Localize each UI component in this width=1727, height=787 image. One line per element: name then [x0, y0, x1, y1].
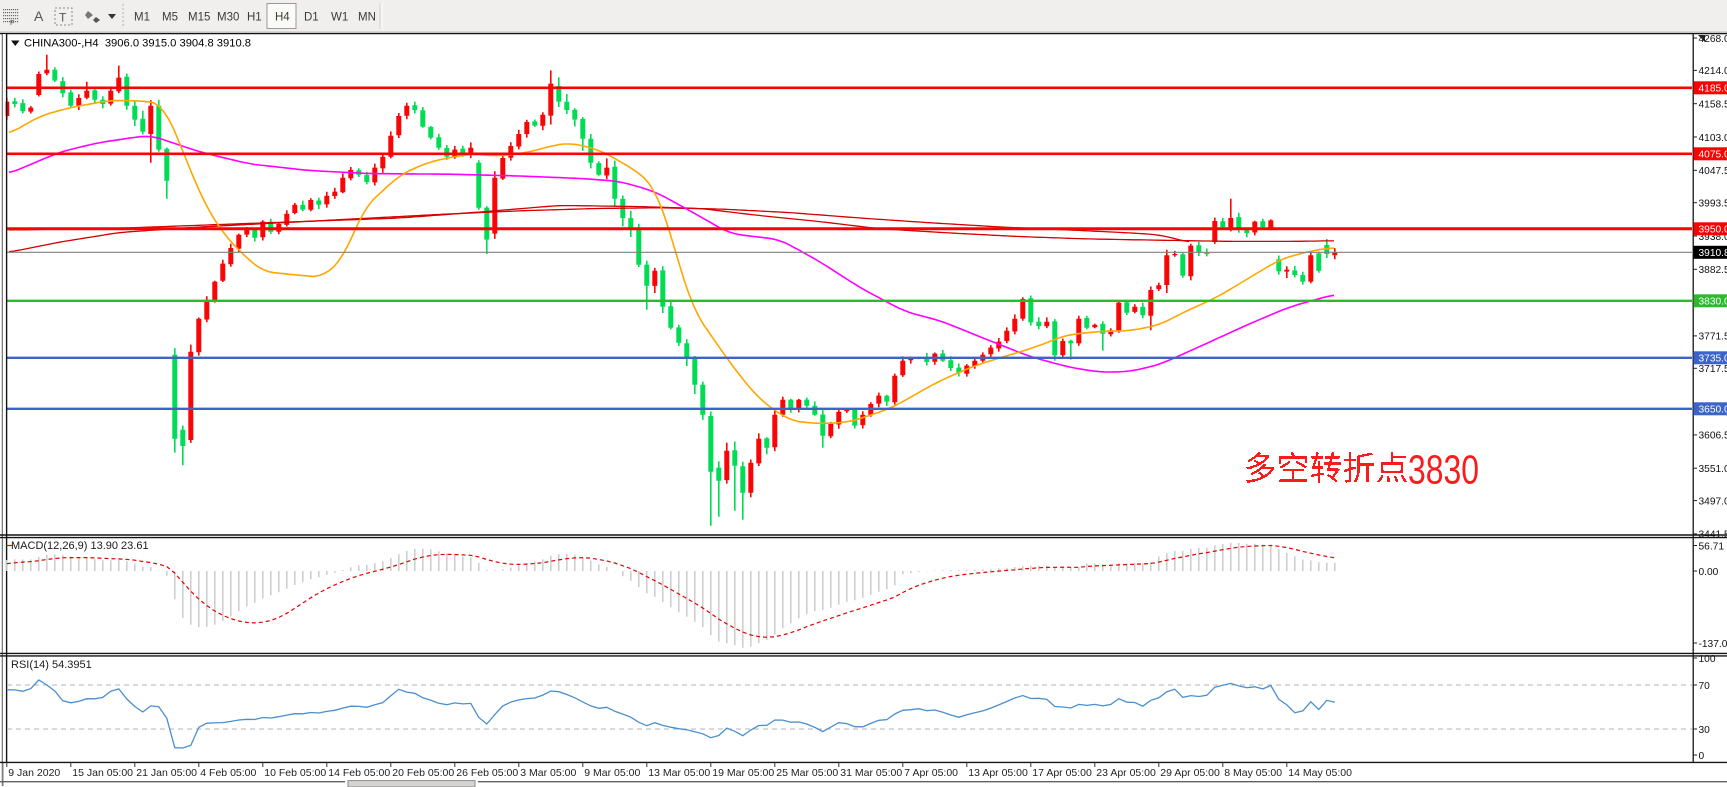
svg-text:13 Mar 05:00: 13 Mar 05:00 [648, 767, 710, 779]
svg-text:0.00: 0.00 [1699, 567, 1719, 578]
svg-text:F: F [10, 20, 14, 27]
svg-text:MACD(12,26,9) 13.90 23.61: MACD(12,26,9) 13.90 23.61 [11, 540, 149, 552]
svg-text:70: 70 [1699, 681, 1711, 692]
svg-text:9 Mar 05:00: 9 Mar 05:00 [584, 767, 640, 779]
svg-text:RSI(14) 54.3951: RSI(14) 54.3951 [11, 659, 92, 671]
svg-text:3830: 3830 [1408, 447, 1479, 493]
svg-text:3950.0: 3950.0 [1699, 225, 1727, 236]
svg-text:4103.0: 4103.0 [1699, 133, 1727, 144]
svg-text:56.71: 56.71 [1699, 541, 1725, 552]
svg-text:7 Apr 05:00: 7 Apr 05:00 [904, 767, 958, 779]
svg-text:25 Mar 05:00: 25 Mar 05:00 [776, 767, 838, 779]
svg-text:30: 30 [1699, 725, 1711, 736]
svg-text:3882.5: 3882.5 [1699, 265, 1727, 276]
svg-text:4075.0: 4075.0 [1699, 150, 1727, 161]
svg-text:3717.5: 3717.5 [1699, 364, 1727, 375]
svg-text:D1: D1 [304, 12, 319, 24]
svg-text:19 Mar 05:00: 19 Mar 05:00 [712, 767, 774, 779]
svg-text:21 Jan 05:00: 21 Jan 05:00 [136, 767, 197, 779]
svg-text:3830.0: 3830.0 [1699, 297, 1727, 308]
svg-text:29 Apr 05:00: 29 Apr 05:00 [1160, 767, 1220, 779]
svg-text:4158.5: 4158.5 [1699, 100, 1727, 111]
svg-text:-137.01: -137.01 [1699, 639, 1727, 650]
svg-text:3606.5: 3606.5 [1699, 431, 1727, 442]
svg-text:M15: M15 [188, 12, 210, 24]
svg-text:CHINA300-,H4 3906.0 3915.0 39: CHINA300-,H4 3906.0 3915.0 3904.8 3910.8 [24, 38, 251, 50]
svg-text:T: T [59, 11, 67, 25]
svg-text:M30: M30 [217, 12, 239, 24]
svg-text:3910.8: 3910.8 [1699, 248, 1727, 259]
svg-text:W1: W1 [331, 12, 348, 24]
svg-text:4214.0: 4214.0 [1699, 66, 1727, 77]
svg-text:3551.0: 3551.0 [1699, 464, 1727, 475]
svg-text:17 Apr 05:00: 17 Apr 05:00 [1032, 767, 1092, 779]
svg-text:0: 0 [1699, 751, 1705, 762]
svg-text:3441.5: 3441.5 [1699, 530, 1727, 541]
svg-text:10 Feb 05:00: 10 Feb 05:00 [264, 767, 326, 779]
svg-text:3735.0: 3735.0 [1699, 354, 1727, 365]
svg-text:100: 100 [1699, 654, 1716, 665]
svg-text:26 Feb 05:00: 26 Feb 05:00 [456, 767, 518, 779]
svg-text:H4: H4 [275, 12, 290, 24]
svg-text:4047.5: 4047.5 [1699, 166, 1727, 177]
svg-text:4185.0: 4185.0 [1699, 84, 1727, 95]
svg-text:4 Feb 05:00: 4 Feb 05:00 [200, 767, 256, 779]
svg-text:9 Jan 2020: 9 Jan 2020 [8, 767, 60, 779]
svg-text:14 May 05:00: 14 May 05:00 [1288, 767, 1352, 779]
svg-text:M1: M1 [134, 12, 150, 24]
svg-text:8 May 05:00: 8 May 05:00 [1224, 767, 1282, 779]
svg-text:31 Mar 05:00: 31 Mar 05:00 [840, 767, 902, 779]
svg-text:3771.5: 3771.5 [1699, 332, 1727, 343]
svg-text:15 Jan 05:00: 15 Jan 05:00 [72, 767, 133, 779]
svg-text:3 Mar 05:00: 3 Mar 05:00 [520, 767, 576, 779]
svg-text:14 Feb 05:00: 14 Feb 05:00 [328, 767, 390, 779]
svg-text:MN: MN [358, 12, 376, 24]
svg-text:3993.5: 3993.5 [1699, 199, 1727, 210]
svg-text:20 Feb 05:00: 20 Feb 05:00 [392, 767, 454, 779]
svg-text:M5: M5 [162, 12, 178, 24]
svg-text:23 Apr 05:00: 23 Apr 05:00 [1096, 767, 1156, 779]
svg-text:H1: H1 [247, 12, 262, 24]
svg-text:3650.0: 3650.0 [1699, 405, 1727, 416]
svg-text:4268.0: 4268.0 [1699, 34, 1727, 45]
svg-text:3938.0: 3938.0 [1699, 232, 1727, 243]
svg-text:A: A [34, 8, 44, 24]
svg-text:3497.0: 3497.0 [1699, 496, 1727, 507]
svg-text:13 Apr 05:00: 13 Apr 05:00 [968, 767, 1028, 779]
